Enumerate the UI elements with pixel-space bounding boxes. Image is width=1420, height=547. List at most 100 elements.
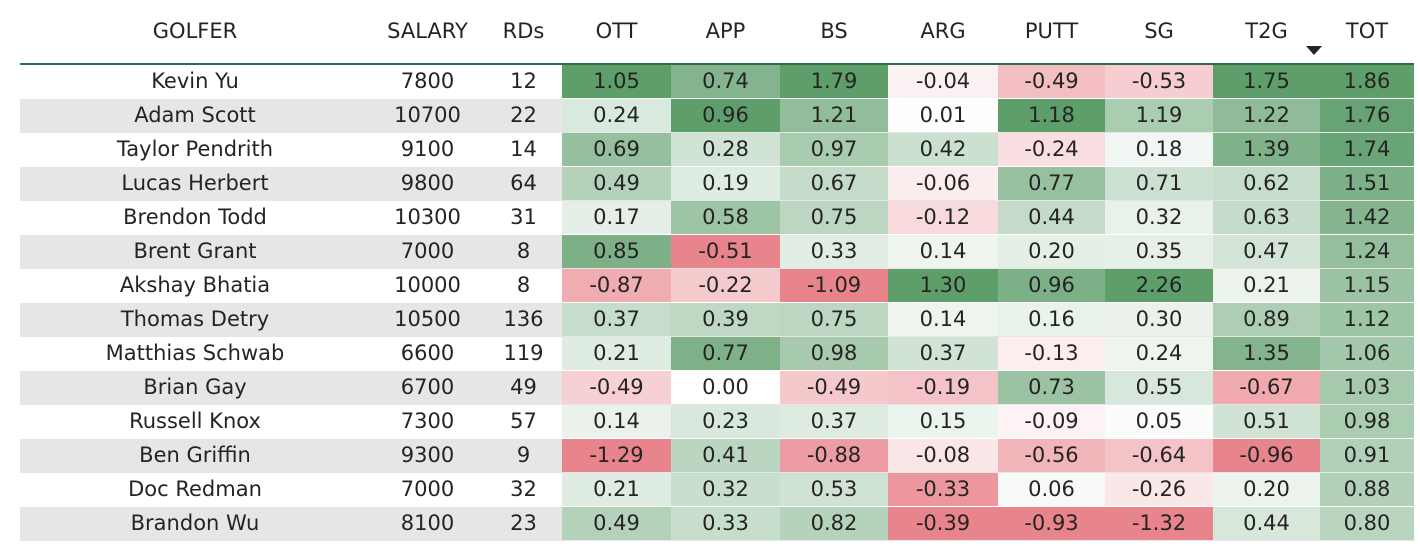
cell-t2g: 1.35: [1213, 337, 1320, 370]
cell-bs: 0.75: [780, 303, 888, 336]
cell-salary: 7000: [400, 477, 455, 501]
table-row[interactable]: Brent Grant 7000 8 0.85 -0.51 0.33 0.14 0.20 0.3…: [20, 235, 1414, 269]
cell-putt: -0.56: [998, 439, 1105, 472]
cell-ott: 0.37: [562, 303, 671, 336]
golfer-stats-table: GOLFER SALARY RDs OTT APP BS ARG PUTT SG T2G TOT K…: [20, 0, 1414, 547]
cell-app: 0.32: [671, 473, 780, 506]
table-row[interactable]: Kevin Yu 7800 12 1.05 0.74 1.79 -0.04 -0.49 -0.5…: [20, 65, 1414, 99]
cell-sg: 2.26: [1105, 269, 1213, 302]
table-row[interactable]: Akshay Bhatia 10000 8 -0.87 -0.22 -1.09 1.30 0.…: [20, 269, 1414, 303]
cell-golfer: Thomas Detry: [120, 307, 270, 331]
cell-tot: 1.76: [1320, 99, 1414, 132]
cell-t2g: 0.62: [1213, 167, 1320, 200]
cell-t2g: 0.20: [1213, 473, 1320, 506]
cell-putt: 0.06: [998, 473, 1105, 506]
cell-sg: -0.53: [1105, 65, 1213, 98]
cell-golfer: Taylor Pendrith: [116, 137, 274, 161]
cell-t2g: 1.75: [1213, 65, 1320, 98]
cell-t2g: 0.51: [1213, 405, 1320, 438]
table-row[interactable]: Thomas Detry 10500 136 0.37 0.39 0.75 0.14 0.16…: [20, 303, 1414, 337]
cell-sg: 0.32: [1105, 201, 1213, 234]
cell-golfer: Doc Redman: [128, 477, 262, 501]
sort-descending-icon[interactable]: [1306, 46, 1322, 55]
cell-ott: -1.29: [562, 439, 671, 472]
cell-salary: 10500: [394, 307, 461, 331]
table-row[interactable]: Brendon Todd 10300 31 0.17 0.58 0.75 -0.12 0.44…: [20, 201, 1414, 235]
cell-arg: 0.14: [888, 235, 998, 268]
header-arg[interactable]: ARG: [920, 19, 966, 43]
cell-bs: 0.37: [780, 405, 888, 438]
cell-app: -0.51: [671, 235, 780, 268]
cell-t2g: 1.39: [1213, 133, 1320, 166]
cell-ott: 0.17: [562, 201, 671, 234]
cell-putt: 0.44: [998, 201, 1105, 234]
cell-bs: 0.53: [780, 473, 888, 506]
header-sg[interactable]: SG: [1144, 19, 1174, 43]
cell-salary: 10000: [394, 273, 461, 297]
table-row[interactable]: Doc Redman 7000 32 0.21 0.32 0.53 -0.33 0.06 -0.…: [20, 473, 1414, 507]
cell-salary: 8100: [400, 511, 455, 535]
header-golfer[interactable]: GOLFER: [152, 19, 238, 43]
cell-salary: 10700: [394, 103, 461, 127]
cell-tot: 1.12: [1320, 303, 1414, 336]
cell-golfer: Ben Griffin: [139, 443, 251, 467]
cell-golfer: Brent Grant: [133, 239, 257, 263]
table-row[interactable]: Brian Gay 6700 49 -0.49 0.00 -0.49 -0.19 0.73 0.…: [20, 371, 1414, 405]
cell-app: 0.23: [671, 405, 780, 438]
header-tot[interactable]: TOT: [1345, 19, 1389, 43]
cell-t2g: -0.67: [1213, 371, 1320, 404]
cell-ott: 0.24: [562, 99, 671, 132]
header-ott[interactable]: OTT: [595, 19, 638, 43]
cell-arg: -0.39: [888, 507, 998, 540]
table-header: GOLFER SALARY RDs OTT APP BS ARG PUTT SG T2G TOT: [20, 0, 1414, 64]
cell-rds: 23: [510, 511, 537, 535]
cell-ott: 0.49: [562, 167, 671, 200]
cell-ott: 0.14: [562, 405, 671, 438]
header-app[interactable]: APP: [705, 19, 746, 43]
cell-salary: 6700: [400, 375, 455, 399]
header-rds[interactable]: RDs: [502, 19, 545, 43]
cell-putt: -0.13: [998, 337, 1105, 370]
table-row[interactable]: Russell Knox 7300 57 0.14 0.23 0.37 0.15 -0.09 0…: [20, 405, 1414, 439]
cell-ott: 0.49: [562, 507, 671, 540]
cell-arg: -0.08: [888, 439, 998, 472]
cell-sg: 0.55: [1105, 371, 1213, 404]
cell-arg: -0.19: [888, 371, 998, 404]
cell-t2g: -0.96: [1213, 439, 1320, 472]
cell-sg: 0.05: [1105, 405, 1213, 438]
cell-app: 0.74: [671, 65, 780, 98]
cell-golfer: Brendon Todd: [123, 205, 267, 229]
table-row[interactable]: Taylor Pendrith 9100 14 0.69 0.28 0.97 0.42 -0.…: [20, 133, 1414, 167]
cell-golfer: Lucas Herbert: [121, 171, 269, 195]
table-row[interactable]: Ben Griffin 9300 9 -1.29 0.41 -0.88 -0.08 -0.56…: [20, 439, 1414, 473]
table-row[interactable]: Lucas Herbert 9800 64 0.49 0.19 0.67 -0.06 0.77…: [20, 167, 1414, 201]
cell-rds: 8: [516, 239, 531, 263]
cell-arg: -0.33: [888, 473, 998, 506]
table-row[interactable]: Matthias Schwab 6600 119 0.21 0.77 0.98 0.37 -0…: [20, 337, 1414, 371]
cell-tot: 1.42: [1320, 201, 1414, 234]
cell-sg: 0.35: [1105, 235, 1213, 268]
table-row[interactable]: Brandon Wu 8100 23 0.49 0.33 0.82 -0.39 -0.93 -1…: [20, 507, 1414, 541]
cell-arg: 0.37: [888, 337, 998, 370]
cell-rds: 136: [503, 307, 544, 331]
cell-app: 0.77: [671, 337, 780, 370]
table-row[interactable]: Adam Scott 10700 22 0.24 0.96 1.21 0.01 1.18 1.1…: [20, 99, 1414, 133]
cell-tot: 1.74: [1320, 133, 1414, 166]
cell-salary: 9800: [400, 171, 455, 195]
cell-t2g: 0.21: [1213, 269, 1320, 302]
cell-salary: 9300: [400, 443, 455, 467]
cell-tot: 1.03: [1320, 371, 1414, 404]
cell-tot: 1.86: [1320, 65, 1414, 98]
header-putt[interactable]: PUTT: [1024, 19, 1079, 43]
cell-salary: 7300: [400, 409, 455, 433]
header-t2g[interactable]: T2G: [1245, 19, 1288, 43]
cell-putt: 0.73: [998, 371, 1105, 404]
cell-app: 0.33: [671, 507, 780, 540]
cell-arg: 0.14: [888, 303, 998, 336]
cell-arg: -0.06: [888, 167, 998, 200]
header-salary[interactable]: SALARY: [387, 19, 468, 43]
cell-t2g: 0.47: [1213, 235, 1320, 268]
header-bs[interactable]: BS: [820, 19, 848, 43]
cell-putt: -0.24: [998, 133, 1105, 166]
cell-t2g: 0.89: [1213, 303, 1320, 336]
